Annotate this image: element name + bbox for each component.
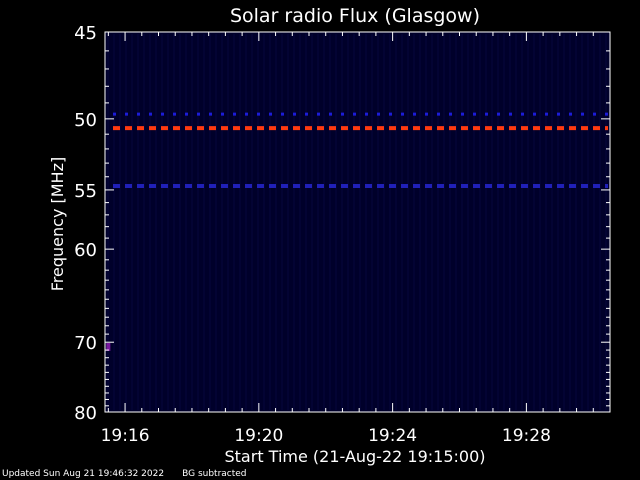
x-axis-label: Start Time (21-Aug-22 19:15:00) <box>225 447 486 466</box>
y-tick-label: 60 <box>74 240 97 261</box>
y-tick-label: 55 <box>74 181 97 202</box>
y-axis: 45 50 55 60 70 80 <box>74 23 610 424</box>
y-tick-label: 45 <box>74 23 97 44</box>
y-axis-label: Frequency [MHz] <box>48 157 67 291</box>
bands-layer <box>113 112 608 189</box>
updated-timestamp: Updated Sun Aug 21 19:46:32 2022 <box>2 469 165 479</box>
x-tick-label: 19:20 <box>234 426 283 446</box>
y-tick-label: 50 <box>74 110 97 131</box>
bg-note: BG subtracted <box>182 469 247 479</box>
x-tick-label: 19:24 <box>368 426 417 446</box>
y-tick-label: 80 <box>74 403 97 424</box>
footer: Updated Sun Aug 21 19:46:32 2022 BG subtr… <box>2 469 265 479</box>
chart-title: Solar radio Flux (Glasgow) <box>230 5 480 27</box>
spots-layer <box>106 342 111 351</box>
x-tick-label: 19:28 <box>502 426 551 446</box>
spectrogram-texture <box>107 34 607 410</box>
x-tick-label: 19:16 <box>101 426 150 446</box>
x-axis: 19:16 19:20 19:24 19:28 <box>101 32 611 446</box>
plot-frame <box>104 31 611 413</box>
y-tick-label: 70 <box>74 333 97 354</box>
plot-background <box>105 32 610 412</box>
signal-spot <box>106 342 111 351</box>
